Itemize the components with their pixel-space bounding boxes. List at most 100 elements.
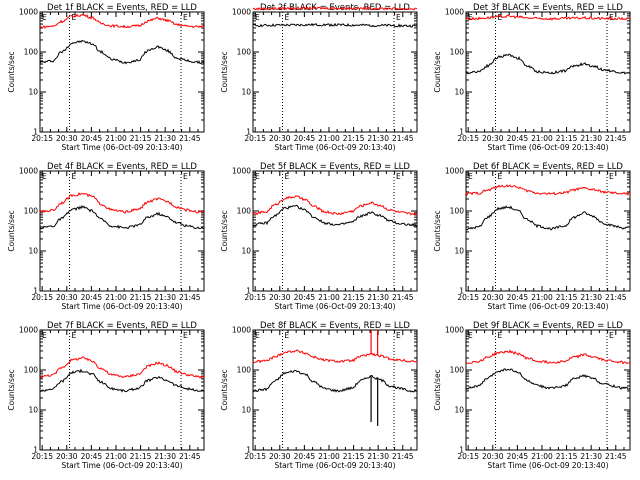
x-tick-label: 20:45 [294, 293, 316, 302]
y-tick-label: 1000 [445, 167, 464, 176]
panel-det-5: Det 5f BLACK = Events, RED = LLD 1 10 100 10… [220, 162, 418, 311]
x-tick-label: 21:30 [580, 293, 602, 302]
y-tick-label: 1000 [19, 8, 38, 17]
event-marker-label: E [72, 331, 77, 340]
series-line-events [252, 204, 418, 228]
series-line-events [39, 39, 205, 65]
panel-title: Det 2f BLACK = Events, RED = LLD [260, 3, 410, 13]
y-tick-label: 10 [454, 88, 464, 97]
x-axis-label: Start Time (06-Oct-09 20:13:40) [61, 302, 182, 311]
y-tick-label: 1000 [232, 167, 251, 176]
panel-title: Det 8f BLACK = Events, RED = LLD [260, 321, 410, 331]
y-tick-label: 100 [450, 366, 465, 375]
panel-det-2: Det 2f BLACK = Events, RED = LLD 1 10 100 10… [220, 3, 418, 152]
y-axis-label: Counts/sec [220, 210, 229, 251]
y-tick-label: 10 [28, 247, 38, 256]
event-marker-label: E [285, 331, 290, 340]
event-marker-label: E [498, 172, 503, 181]
y-tick-label: 1000 [232, 326, 251, 335]
x-tick-label: 21:45 [605, 452, 627, 461]
x-tick-label: 21:00 [105, 293, 127, 302]
x-tick-label: 20:15 [31, 452, 53, 461]
panel-det-1: Det 1f BLACK = Events, RED = LLD 1 10 100 10… [7, 3, 205, 152]
x-tick-label: 21:30 [367, 452, 389, 461]
y-tick-label: 1000 [445, 8, 464, 17]
event-marker-label: E [72, 172, 77, 181]
x-tick-label: 20:45 [507, 293, 529, 302]
x-tick-label: 20:30 [269, 452, 291, 461]
series-line-events [465, 368, 631, 390]
panel-det-4: Det 4f BLACK = Events, RED = LLD 1 10 100 10… [7, 162, 205, 311]
series-line-events [40, 368, 205, 393]
event-marker-label: E [498, 13, 503, 22]
x-axis-label: Start Time (06-Oct-09 20:13:40) [487, 143, 608, 152]
panel-det-6: Det 6f BLACK = Events, RED = LLD 1 10 100 10… [433, 162, 631, 311]
edge-marker-label: E [468, 172, 473, 181]
panel-title: Det 3f BLACK = Events, RED = LLD [473, 3, 623, 13]
x-tick-label: 21:45 [605, 134, 627, 143]
plot-frame [465, 170, 631, 292]
y-axis-label: Counts/sec [433, 210, 442, 251]
x-tick-label: 20:15 [457, 134, 479, 143]
x-tick-label: 21:45 [392, 134, 414, 143]
y-axis-label: Counts/sec [220, 51, 229, 92]
event-marker-label: E [609, 13, 614, 22]
x-axis-label: Start Time (06-Oct-09 20:13:40) [487, 461, 608, 470]
edge-marker-label: E [42, 331, 47, 340]
edge-marker-label: E [42, 13, 47, 22]
y-tick-label: 100 [237, 366, 252, 375]
y-tick-label: 10 [454, 247, 464, 256]
y-tick-label: 1 [33, 128, 38, 137]
x-tick-label: 21:15 [130, 293, 152, 302]
x-tick-label: 20:30 [56, 293, 78, 302]
y-tick-label: 1 [459, 446, 464, 455]
y-tick-label: 1 [459, 128, 464, 137]
x-tick-label: 20:30 [482, 293, 504, 302]
event-marker-label: E [285, 172, 290, 181]
series-line-lld [252, 5, 418, 12]
x-tick-label: 21:00 [531, 134, 553, 143]
series-line-events [252, 22, 418, 28]
x-tick-label: 21:00 [318, 452, 340, 461]
x-tick-label: 21:15 [130, 452, 152, 461]
event-marker-label: E [183, 13, 188, 22]
x-tick-label: 21:45 [179, 452, 201, 461]
event-marker-label: E [609, 172, 614, 181]
y-axis-label: Counts/sec [7, 51, 16, 92]
x-tick-label: 20:45 [294, 134, 316, 143]
edge-marker-label: E [42, 172, 47, 181]
y-tick-label: 10 [241, 247, 251, 256]
x-tick-label: 20:15 [457, 452, 479, 461]
x-tick-label: 21:15 [343, 293, 365, 302]
x-tick-label: 20:45 [294, 452, 316, 461]
x-tick-label: 20:45 [507, 134, 529, 143]
panel-title: Det 6f BLACK = Events, RED = LLD [473, 162, 623, 172]
y-tick-label: 100 [24, 366, 39, 375]
x-tick-label: 21:00 [531, 293, 553, 302]
y-axis-label: Counts/sec [433, 51, 442, 92]
series-line-lld [39, 13, 205, 30]
plot-frame [465, 329, 631, 451]
panel-det-9: Det 9f BLACK = Events, RED = LLD 1 10 100 10… [433, 321, 631, 470]
x-tick-label: 21:30 [367, 134, 389, 143]
x-tick-label: 21:30 [154, 293, 176, 302]
x-tick-label: 21:45 [605, 293, 627, 302]
x-axis-label: Start Time (06-Oct-09 20:13:40) [274, 302, 395, 311]
panel-title: Det 4f BLACK = Events, RED = LLD [47, 162, 197, 172]
x-tick-label: 21:45 [179, 134, 201, 143]
x-tick-label: 20:45 [507, 452, 529, 461]
edge-marker-label: E [468, 331, 473, 340]
x-tick-label: 21:00 [105, 134, 127, 143]
x-tick-label: 20:15 [244, 452, 266, 461]
panel-title: Det 1f BLACK = Events, RED = LLD [47, 3, 197, 13]
panel-det-7: Det 7f BLACK = Events, RED = LLD 1 10 100 10… [7, 321, 205, 470]
x-tick-label: 20:15 [31, 293, 53, 302]
edge-marker-label: E [255, 172, 260, 181]
series-line-events [252, 369, 418, 393]
x-tick-label: 21:15 [556, 134, 578, 143]
event-marker-label: E [396, 331, 401, 340]
event-marker-label: E [396, 172, 401, 181]
y-tick-label: 1 [459, 287, 464, 296]
x-tick-label: 20:30 [482, 452, 504, 461]
